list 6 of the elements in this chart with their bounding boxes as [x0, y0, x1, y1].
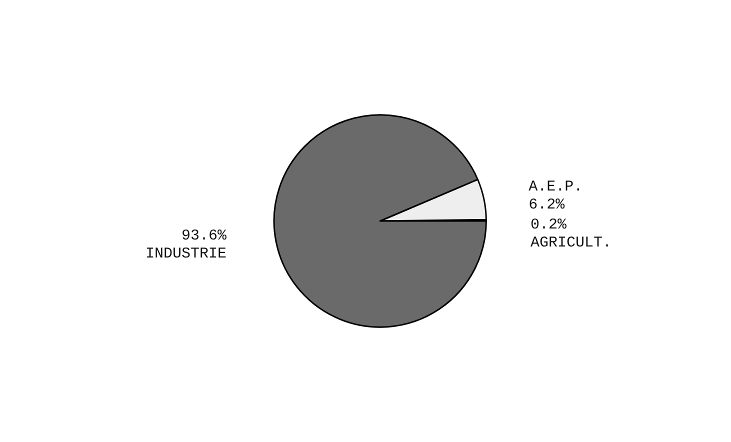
- slice-label: A.E.P.: [528, 178, 583, 196]
- data-label: 0.2%: [530, 216, 568, 234]
- data-label: 93.6%: [181, 228, 228, 245]
- slice-label: INDUSTRIE: [145, 246, 226, 263]
- data-label: 6.2%: [528, 196, 566, 214]
- slice-label: AGRICULT.: [530, 234, 612, 252]
